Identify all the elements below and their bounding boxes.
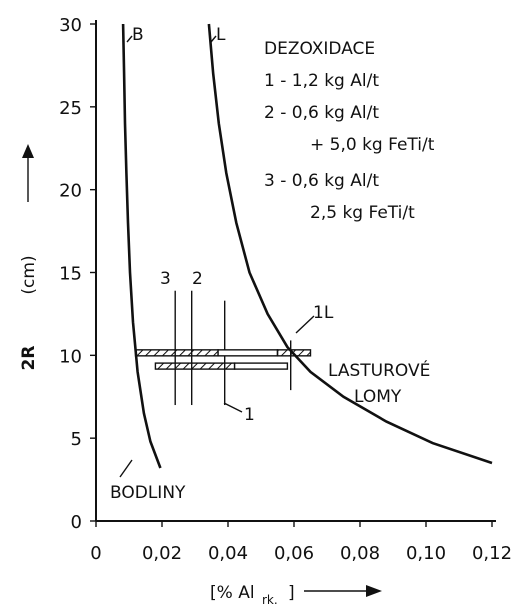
curve-label-B: B [132, 25, 144, 45]
x-axis-label: [% Al [210, 583, 255, 603]
x-tick-label: 0,08 [340, 543, 380, 564]
y-tick-label: 30 [59, 15, 82, 36]
legend: DEZOXIDACE 1 - 1,2 kg Al/t 2 - 0,6 kg Al… [264, 39, 435, 223]
y-tick-label: 20 [59, 181, 82, 202]
y-tick-label: 15 [59, 264, 82, 285]
range-bars [134, 349, 312, 370]
x-tick-label: 0 [90, 543, 101, 564]
curve-label-L: L [216, 25, 226, 45]
y-tick-label: 25 [59, 98, 82, 119]
y-axis-label: 2R [19, 346, 39, 371]
y-axis-unit: (cm) [19, 255, 39, 294]
marker-lines [174, 290, 292, 406]
region-label-bodliny-leader [119, 459, 133, 478]
marker-label-1-leader [223, 402, 243, 413]
legend-title: DEZOXIDACE [264, 39, 375, 59]
marker-label-1L-leader [295, 315, 315, 334]
legend-line-3: + 5,0 kg FeTi/t [310, 135, 435, 155]
legend-line-1: 1 - 1,2 kg Al/t [264, 71, 379, 91]
curve-B [121, 23, 162, 469]
range-bar [233, 362, 289, 370]
range-bar [134, 349, 219, 357]
legend-line-2: 2 - 0,6 kg Al/t [264, 103, 379, 123]
marker-label-1: 1 [244, 405, 255, 425]
range-bar [276, 349, 312, 357]
region-label-lomy: LOMY [354, 387, 402, 407]
region-label-lasturove: LASTUROVÉ [328, 359, 430, 381]
x-tick-label: 0,10 [406, 543, 446, 564]
y-ticks: 0 5 10 15 20 25 30 [59, 15, 96, 533]
x-ticks: 0 0,02 0,04 0,06 0,08 0,10 0,12 [90, 521, 512, 564]
legend-line-5: 2,5 kg FeTi/t [310, 203, 415, 223]
x-tick-label: 0,04 [208, 543, 248, 564]
x-axis-label-subscript: rk. [262, 593, 278, 605]
x-tick-label: 0,02 [142, 543, 182, 564]
y-tick-label: 5 [71, 429, 82, 450]
range-bar [154, 362, 236, 370]
x-axis-label-bracket: ] [288, 583, 295, 603]
range-bar [217, 349, 279, 357]
curve-L [207, 23, 493, 465]
x-axis-arrow-head [366, 585, 382, 597]
x-tick-label: 0,06 [274, 543, 314, 564]
y-tick-label: 10 [59, 346, 82, 367]
curve-label-L-leader [210, 35, 217, 43]
y-axis-arrow-head [22, 144, 34, 158]
x-tick-label: 0,12 [472, 543, 512, 564]
marker-label-1L: 1L [313, 303, 334, 323]
legend-line-4: 3 - 0,6 kg Al/t [264, 171, 379, 191]
marker-label-2: 2 [192, 269, 203, 289]
y-axis-title: 2R (cm) [19, 144, 39, 370]
x-axis-title: [% Al rk. ] [210, 583, 382, 605]
region-label-bodliny: BODLINY [110, 483, 186, 503]
curve-label-B-leader [126, 35, 133, 43]
y-tick-label: 0 [71, 512, 82, 533]
marker-label-3: 3 [160, 269, 171, 289]
